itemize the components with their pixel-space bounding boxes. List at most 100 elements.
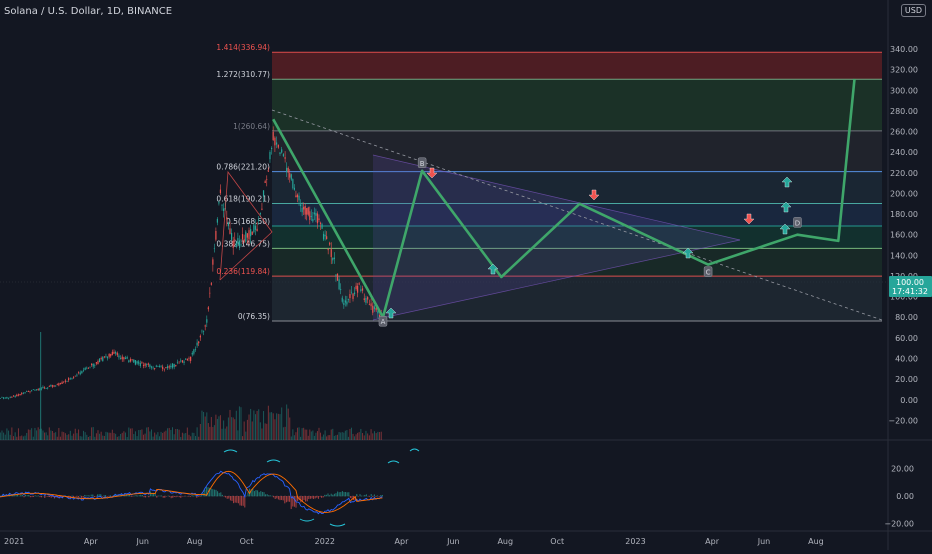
osc-histogram-bar xyxy=(35,495,36,496)
osc-histogram-bar xyxy=(240,496,241,505)
osc-histogram-bar xyxy=(96,496,97,497)
volume-bar xyxy=(288,409,289,440)
volume-bar xyxy=(13,436,14,440)
candle-body xyxy=(55,386,56,387)
volume-bar xyxy=(236,411,237,440)
candle-body xyxy=(274,138,275,146)
candle-body xyxy=(135,360,136,365)
osc-histogram-bar xyxy=(134,496,135,497)
osc-histogram-bar xyxy=(324,495,325,496)
candle-body xyxy=(286,168,287,172)
osc-tick-label: 20.00 xyxy=(891,465,914,474)
osc-histogram-bar xyxy=(374,494,375,496)
osc-histogram-bar xyxy=(179,496,180,497)
candle-body xyxy=(229,228,230,233)
price-tick-label: 200.00 xyxy=(890,189,918,198)
volume-bar xyxy=(55,432,56,440)
candle-body xyxy=(130,359,131,361)
candle-body xyxy=(36,389,37,390)
wedge-lines xyxy=(220,172,272,280)
candle-body xyxy=(146,364,147,365)
candle-body xyxy=(257,229,258,231)
volume-bar xyxy=(28,429,29,440)
volume-bar xyxy=(303,428,304,440)
candle-body xyxy=(214,248,215,249)
osc-histogram-bar xyxy=(347,492,348,496)
volume-bar xyxy=(349,429,350,440)
osc-histogram-bar xyxy=(235,496,236,503)
volume-bar xyxy=(63,432,64,440)
volume-bar xyxy=(237,430,238,440)
volume-bar xyxy=(11,427,12,440)
candle-body xyxy=(118,356,119,358)
candle-body xyxy=(16,395,17,396)
candle-body xyxy=(175,365,176,366)
candle-body xyxy=(231,233,232,240)
volume-bar xyxy=(3,433,4,440)
candle-body xyxy=(302,208,303,212)
osc-divergence-arc xyxy=(330,524,345,526)
volume-bar xyxy=(107,432,108,440)
osc-histogram-bar xyxy=(110,495,111,496)
osc-histogram-bar xyxy=(24,496,25,497)
osc-histogram-bar xyxy=(100,494,101,496)
candle-body xyxy=(76,375,77,376)
volume-bar xyxy=(101,432,102,440)
osc-histogram-bar xyxy=(161,496,162,497)
candle-body xyxy=(165,367,166,368)
volume-bar xyxy=(110,433,111,440)
volume-bar xyxy=(252,421,253,440)
candle-body xyxy=(174,364,175,367)
volume-bar xyxy=(322,437,323,440)
volume-bar xyxy=(212,427,213,440)
candle-body xyxy=(109,354,110,357)
volume-bar xyxy=(170,430,171,440)
osc-histogram-bar xyxy=(262,492,263,496)
wave-label-text: C xyxy=(706,269,711,277)
osc-histogram-bar xyxy=(305,496,306,502)
volume-bar xyxy=(197,427,198,440)
volume-bar xyxy=(258,409,259,440)
candle-body xyxy=(99,359,100,362)
candle-body xyxy=(46,388,47,389)
volume-bar xyxy=(308,436,309,440)
candle-body xyxy=(292,179,293,188)
candle-body xyxy=(123,357,124,359)
volume-bar xyxy=(148,427,149,440)
volume-bar xyxy=(65,433,66,440)
volume-bar xyxy=(208,423,209,440)
osc-histogram-bar xyxy=(284,496,285,503)
osc-histogram-bar xyxy=(83,496,84,498)
volume-bar xyxy=(162,433,163,440)
volume-bar xyxy=(274,419,275,440)
osc-histogram-bar xyxy=(259,492,260,496)
candle-body xyxy=(112,352,113,355)
osc-histogram-bar xyxy=(321,496,322,498)
osc-histogram-bar xyxy=(283,496,284,500)
candle-body xyxy=(58,383,59,385)
osc-histogram-bar xyxy=(12,496,13,497)
price-tick-label: 280.00 xyxy=(890,107,918,116)
volume-bar xyxy=(228,418,229,440)
volume-bar xyxy=(25,436,26,440)
volume-bar xyxy=(195,436,196,440)
osc-histogram-bar xyxy=(366,494,367,496)
volume-bar xyxy=(231,417,232,440)
volume-bar xyxy=(145,434,146,440)
volume-bar xyxy=(312,431,313,440)
currency-badge[interactable]: USD xyxy=(901,4,926,17)
candle-body xyxy=(260,213,261,214)
candle-body xyxy=(198,342,199,344)
volume-bar xyxy=(86,435,87,440)
osc-histogram-bar xyxy=(158,496,159,497)
candle-body xyxy=(278,145,279,148)
osc-histogram-bar xyxy=(272,496,273,497)
volume-bar xyxy=(226,427,227,440)
volume-bar xyxy=(120,434,121,440)
osc-histogram-bar xyxy=(350,496,351,498)
osc-histogram-bar xyxy=(340,492,341,496)
volume-bar xyxy=(323,435,324,440)
